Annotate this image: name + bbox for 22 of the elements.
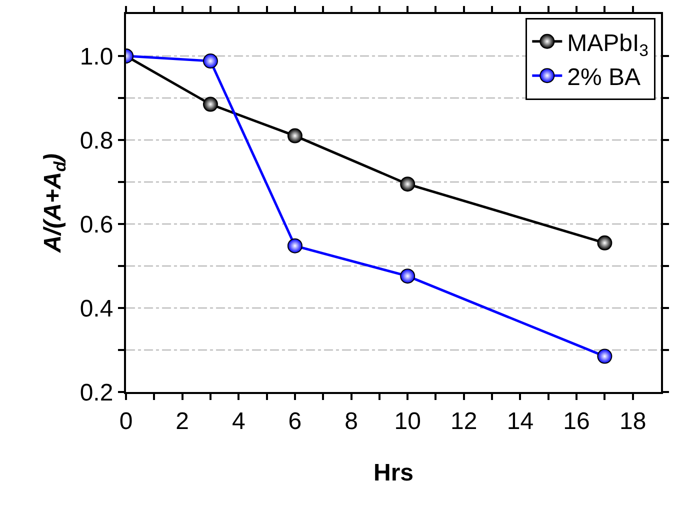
x-tick-label: 12 <box>450 408 478 435</box>
x-tick-label: 8 <box>344 408 358 435</box>
x-tick-label: 16 <box>563 408 590 435</box>
legend-label: MAPbI$_{3}$ <box>567 30 649 60</box>
point <box>287 128 302 144</box>
point <box>400 176 416 192</box>
point <box>202 96 218 112</box>
x-tick-label: 0 <box>119 408 133 435</box>
y-tick-label: 0.4 <box>80 295 114 322</box>
point <box>597 235 612 250</box>
x-tick-label: 4 <box>232 408 246 435</box>
legend-label: 2% BA <box>567 64 641 91</box>
y-tick-label: 0.2 <box>80 379 114 406</box>
x-tick-label: 10 <box>394 408 421 435</box>
x-tick-label: 18 <box>619 408 646 435</box>
y-tick-label: 0.8 <box>80 127 114 154</box>
x-tick-label: 14 <box>506 408 534 435</box>
y-tick-label: 1.0 <box>80 43 114 70</box>
x-tick-label: 6 <box>288 408 302 435</box>
x-tick-label: 2 <box>176 408 189 435</box>
y-tick-label: 0.6 <box>80 211 114 238</box>
x-axis-title: Hrs <box>373 460 414 487</box>
